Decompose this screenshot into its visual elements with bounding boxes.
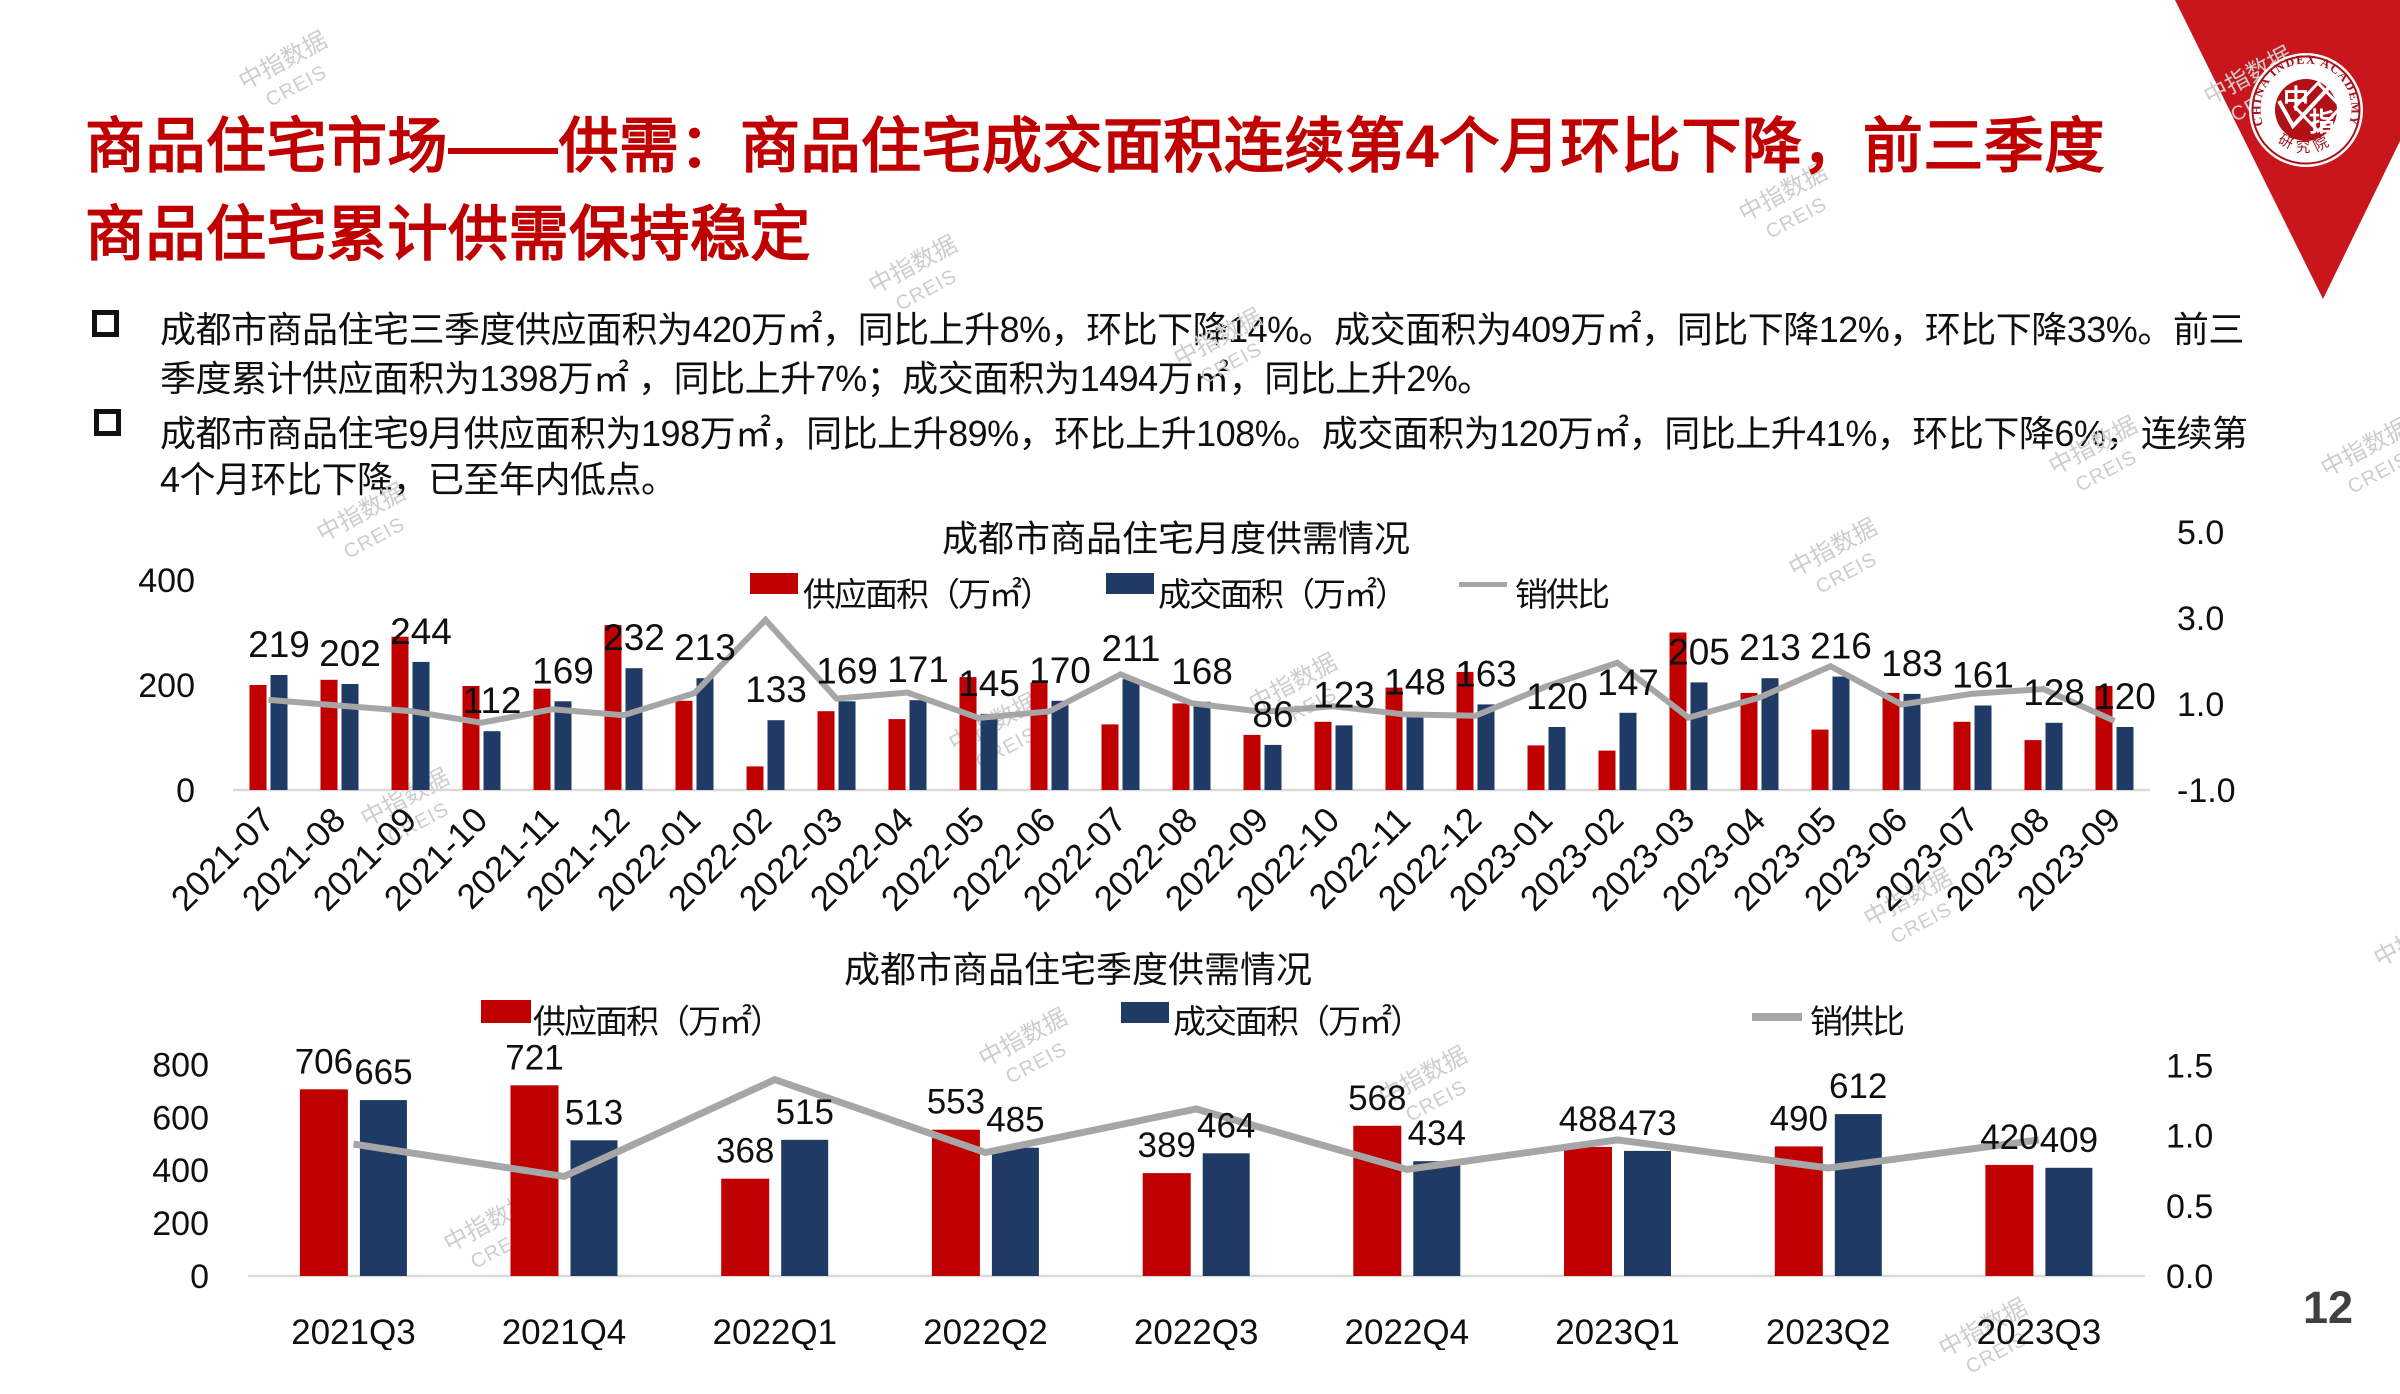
svg-text:2022Q1: 2022Q1 <box>713 1313 838 1350</box>
svg-text:86: 86 <box>1252 694 1293 735</box>
svg-text:123: 123 <box>1313 674 1375 715</box>
svg-text:2022Q4: 2022Q4 <box>1345 1313 1470 1350</box>
svg-text:244: 244 <box>390 611 452 652</box>
svg-text:112: 112 <box>463 680 522 721</box>
svg-text:213: 213 <box>1739 627 1801 668</box>
svg-text:中: 中 <box>2283 84 2309 114</box>
svg-text:171: 171 <box>887 649 949 690</box>
svg-text:2022Q2: 2022Q2 <box>923 1313 1048 1350</box>
svg-text:400: 400 <box>138 562 195 600</box>
svg-text:706: 706 <box>295 1042 353 1081</box>
svg-text:568: 568 <box>1348 1079 1406 1118</box>
svg-text:161: 161 <box>1952 655 2014 696</box>
svg-text:0: 0 <box>190 1258 209 1296</box>
svg-text:0: 0 <box>176 772 195 810</box>
svg-text:120: 120 <box>2094 676 2156 717</box>
svg-text:2023Q1: 2023Q1 <box>1555 1313 1680 1350</box>
svg-text:2021Q3: 2021Q3 <box>291 1313 416 1350</box>
svg-text:128: 128 <box>2023 672 2085 713</box>
svg-text:213: 213 <box>674 627 736 668</box>
svg-text:148: 148 <box>1384 661 1446 702</box>
svg-text:2022Q3: 2022Q3 <box>1134 1313 1259 1350</box>
svg-text:219: 219 <box>248 624 310 665</box>
svg-text:169: 169 <box>532 650 594 691</box>
svg-text:169: 169 <box>816 650 878 691</box>
svg-text:205: 205 <box>1668 631 1730 672</box>
svg-text:2023Q2: 2023Q2 <box>1766 1313 1891 1350</box>
svg-text:0.5: 0.5 <box>2166 1188 2213 1226</box>
svg-text:170: 170 <box>1029 650 1091 691</box>
svg-text:232: 232 <box>603 617 665 658</box>
svg-text:400: 400 <box>152 1152 209 1190</box>
svg-text:5.0: 5.0 <box>2177 514 2224 552</box>
svg-text:420: 420 <box>1980 1118 2038 1157</box>
svg-text:202: 202 <box>319 633 381 674</box>
svg-text:2023Q3: 2023Q3 <box>1977 1313 2102 1350</box>
svg-text:200: 200 <box>138 667 195 705</box>
svg-text:600: 600 <box>152 1099 209 1137</box>
svg-text:800: 800 <box>152 1046 209 1084</box>
svg-text:473: 473 <box>1618 1104 1676 1143</box>
svg-text:168: 168 <box>1171 651 1233 692</box>
svg-text:434: 434 <box>1408 1114 1466 1153</box>
svg-text:2021Q4: 2021Q4 <box>502 1313 627 1350</box>
svg-text:612: 612 <box>1829 1067 1887 1106</box>
svg-text:成都市商品住宅季度供需情况: 成都市商品住宅季度供需情况 <box>844 949 1312 990</box>
svg-text:409: 409 <box>2040 1121 2098 1160</box>
svg-text:120: 120 <box>1526 676 1588 717</box>
svg-text:513: 513 <box>565 1093 623 1132</box>
svg-text:216: 216 <box>1810 626 1872 667</box>
svg-text:464: 464 <box>1197 1106 1255 1145</box>
svg-text:389: 389 <box>1137 1126 1195 1165</box>
svg-text:133: 133 <box>745 669 807 710</box>
svg-text:-1.0: -1.0 <box>2177 772 2236 810</box>
svg-text:147: 147 <box>1597 662 1659 703</box>
svg-text:1.0: 1.0 <box>2177 686 2224 724</box>
svg-text:488: 488 <box>1559 1100 1617 1139</box>
svg-text:368: 368 <box>716 1132 774 1171</box>
svg-text:1.0: 1.0 <box>2166 1118 2213 1156</box>
svg-text:成都市商品住宅月度供需情况: 成都市商品住宅月度供需情况 <box>942 518 1410 559</box>
svg-text:3.0: 3.0 <box>2177 600 2224 638</box>
svg-text:145: 145 <box>958 663 1020 704</box>
svg-text:515: 515 <box>776 1093 834 1132</box>
svg-text:163: 163 <box>1455 653 1517 694</box>
svg-text:0.0: 0.0 <box>2166 1258 2213 1296</box>
svg-text:1.5: 1.5 <box>2166 1048 2213 1086</box>
svg-text:200: 200 <box>152 1205 209 1243</box>
svg-text:721: 721 <box>505 1038 563 1077</box>
svg-text:665: 665 <box>354 1053 412 1092</box>
svg-text:183: 183 <box>1881 643 1943 684</box>
svg-text:211: 211 <box>1102 628 1161 669</box>
svg-text:490: 490 <box>1770 1099 1828 1138</box>
svg-text:指: 指 <box>2309 107 2335 137</box>
svg-text:553: 553 <box>927 1083 985 1122</box>
svg-text:485: 485 <box>986 1101 1044 1140</box>
